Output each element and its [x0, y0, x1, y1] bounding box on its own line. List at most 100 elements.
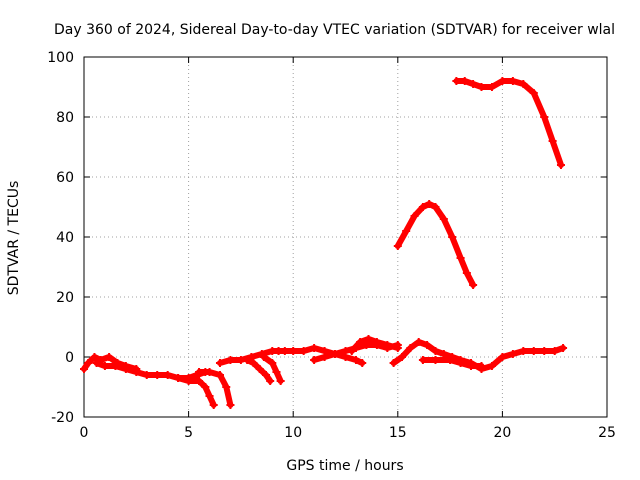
axis-ticks: 0 5 10 15 20 25 -20 0 20 40 60 80 100: [47, 50, 616, 441]
data-point: [460, 77, 469, 85]
data-point: [508, 350, 517, 358]
data-layer: [80, 77, 568, 409]
series-arc-14: [453, 78, 564, 168]
data-point: [462, 269, 471, 277]
x-tick-label: 10: [284, 425, 302, 441]
data-point: [195, 377, 204, 385]
y-tick-label: 20: [56, 290, 74, 306]
series-arc-13: [394, 201, 477, 288]
y-axis-label: SDTVAR / TECUs: [6, 181, 22, 296]
data-point: [393, 242, 402, 250]
data-point: [90, 353, 99, 361]
data-point: [222, 383, 231, 391]
data-point: [289, 347, 298, 355]
data-point: [431, 356, 440, 364]
data-point: [439, 215, 448, 223]
data-point: [410, 212, 419, 220]
data-point: [255, 365, 264, 373]
data-point: [84, 359, 93, 367]
x-tick-label: 20: [493, 425, 511, 441]
data-point: [243, 356, 252, 364]
series-arc-3: [175, 375, 217, 408]
data-point: [347, 347, 356, 355]
data-point: [431, 347, 440, 355]
chart-title: Day 360 of 2024, Sidereal Day-to-day VTE…: [54, 22, 615, 38]
data-point: [195, 368, 204, 376]
data-point: [423, 341, 432, 349]
data-point: [105, 353, 114, 361]
data-point: [226, 356, 235, 364]
data-point: [358, 359, 367, 367]
x-tick-label: 15: [389, 425, 407, 441]
data-point: [364, 335, 373, 343]
data-point: [418, 203, 427, 211]
data-point: [372, 338, 381, 346]
y-tick-label: 0: [65, 350, 74, 366]
series-arc-7: [260, 354, 284, 384]
data-point: [259, 353, 268, 361]
data-point: [163, 371, 172, 379]
data-point: [310, 356, 319, 364]
data-point: [498, 77, 507, 85]
grid-lines: [84, 57, 607, 417]
data-point: [272, 368, 281, 376]
data-point: [331, 350, 340, 358]
data-point: [456, 254, 465, 262]
data-point: [262, 371, 271, 379]
data-point: [414, 338, 423, 346]
y-tick-label: 100: [47, 50, 74, 66]
data-point: [469, 281, 478, 289]
data-point: [452, 77, 461, 85]
data-point: [215, 371, 224, 379]
data-point: [540, 113, 549, 121]
data-point: [529, 89, 538, 97]
data-point: [477, 83, 486, 91]
data-point: [121, 365, 130, 373]
data-point: [274, 347, 283, 355]
data-point: [559, 344, 568, 352]
data-point: [487, 362, 496, 370]
data-point: [320, 353, 329, 361]
data-point: [556, 161, 565, 169]
data-point: [276, 377, 285, 385]
y-tick-label: 40: [56, 230, 74, 246]
data-point: [397, 353, 406, 361]
data-point: [508, 77, 517, 85]
data-point: [132, 368, 141, 376]
data-point: [205, 368, 214, 376]
y-tick-label: 60: [56, 170, 74, 186]
data-point: [268, 359, 277, 367]
data-point: [469, 80, 478, 88]
data-point: [201, 383, 210, 391]
x-axis-label: GPS time / hours: [286, 458, 403, 474]
data-point: [498, 353, 507, 361]
x-tick-label: 5: [184, 425, 193, 441]
y-tick-label: 80: [56, 110, 74, 126]
y-tick-label: -20: [51, 410, 74, 426]
data-point: [226, 401, 235, 409]
data-point: [456, 359, 465, 367]
data-point: [215, 359, 224, 367]
data-point: [310, 344, 319, 352]
data-point: [142, 371, 151, 379]
data-point: [431, 203, 440, 211]
data-point: [448, 233, 457, 241]
data-point: [548, 137, 557, 145]
data-point: [467, 362, 476, 370]
data-point: [393, 344, 402, 352]
data-point: [550, 347, 559, 355]
data-point: [418, 356, 427, 364]
data-point: [439, 350, 448, 358]
data-point: [209, 401, 218, 409]
x-tick-label: 0: [80, 425, 89, 441]
data-point: [356, 338, 365, 346]
data-point: [100, 362, 109, 370]
data-point: [519, 347, 528, 355]
data-point: [540, 347, 549, 355]
data-point: [92, 359, 101, 367]
data-point: [389, 359, 398, 367]
data-point: [153, 371, 162, 379]
x-tick-label: 25: [598, 425, 616, 441]
data-point: [299, 347, 308, 355]
